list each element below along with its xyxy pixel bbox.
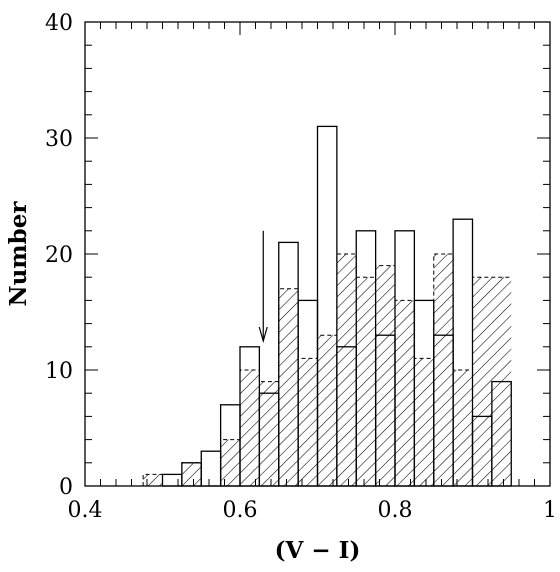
y-tick-label: 30: [45, 127, 73, 152]
arrow-head: [258, 326, 268, 344]
hatched-bar: [240, 370, 260, 486]
x-axis-label: (V − I): [275, 537, 361, 564]
y-tick-label: 0: [59, 475, 73, 500]
y-tick-labels: 0 10 20 30 40: [45, 11, 73, 500]
open-bar: [161, 473, 183, 487]
x-tick-labels: 0.4 0.6 0.8 1: [68, 498, 558, 523]
hatched-bar: [356, 277, 376, 486]
hatched-bar: [298, 358, 318, 486]
hatched-bar: [336, 254, 357, 486]
open-histogram: [161, 125, 512, 487]
x-tick-label: 0.6: [223, 498, 258, 523]
hatched-bar: [220, 439, 240, 486]
hatched-bar: [317, 335, 337, 486]
hatched-bar: [395, 300, 415, 486]
hatched-bar: [375, 265, 395, 486]
x-tick-label: 1: [543, 498, 557, 523]
axis-ticks: [84, 21, 551, 487]
hatched-bar: [181, 462, 202, 486]
y-tick-label: 40: [45, 11, 73, 36]
hatched-bar: [472, 277, 492, 486]
hatched-bar: [259, 381, 279, 486]
open-bar: [200, 450, 222, 487]
y-axis-label: Number: [5, 201, 32, 307]
hatched-bar: [433, 254, 454, 486]
hatched-bar: [453, 370, 473, 486]
hatched-bar: [278, 288, 299, 486]
hatched-bar: [143, 474, 163, 486]
hatched-histogram: [142, 253, 512, 487]
x-tick-label: 0.4: [68, 498, 103, 523]
annotation-arrow: [258, 230, 268, 344]
x-tick-label: 0.8: [378, 498, 413, 523]
y-tick-label: 20: [45, 243, 73, 268]
hatched-bar: [414, 358, 434, 486]
y-tick-label: 10: [45, 359, 73, 384]
